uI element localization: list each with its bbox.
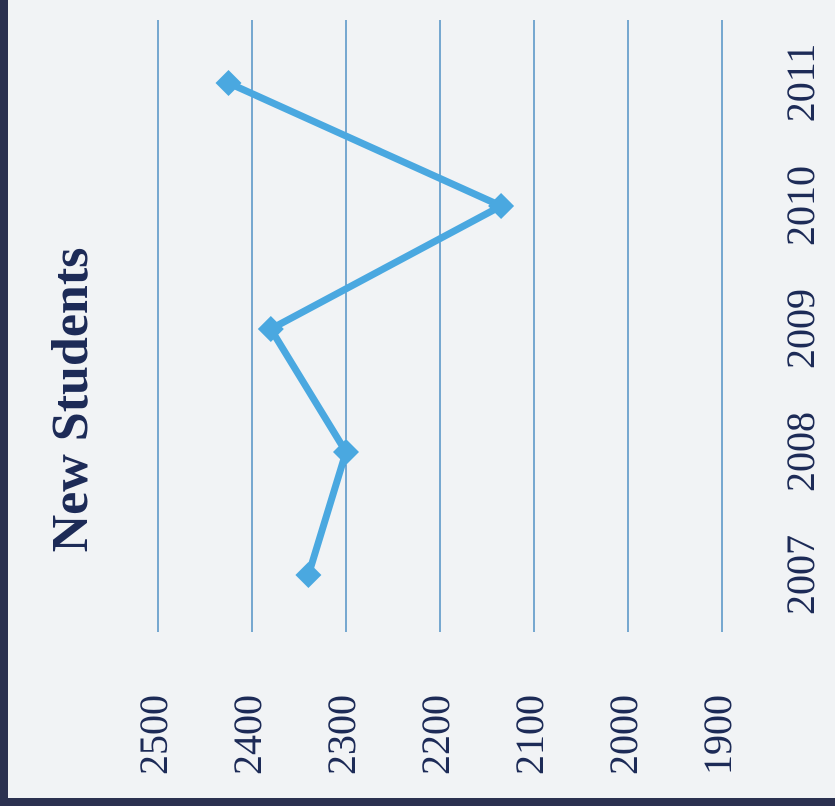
y-tick-label: 2500 — [131, 695, 176, 775]
y-tick-label: 2100 — [507, 695, 552, 775]
marker — [333, 439, 359, 465]
marker — [215, 70, 242, 96]
x-tick-label: 2008 — [778, 412, 823, 492]
chart-title: New Students — [42, 248, 99, 553]
marker — [257, 316, 284, 342]
x-tick-label: 2010 — [778, 166, 823, 246]
y-tick-label: 2000 — [601, 695, 646, 775]
background — [8, 0, 835, 798]
y-tick-label: 2200 — [413, 695, 458, 775]
x-tick-label: 2007 — [778, 535, 823, 615]
marker — [295, 562, 322, 588]
marker — [488, 193, 515, 219]
x-tick-label: 2011 — [778, 44, 823, 123]
y-tick-label: 1900 — [695, 695, 740, 775]
y-tick-label: 2400 — [225, 695, 270, 775]
y-tick-label: 2300 — [319, 695, 364, 775]
x-tick-label: 2009 — [778, 289, 823, 369]
